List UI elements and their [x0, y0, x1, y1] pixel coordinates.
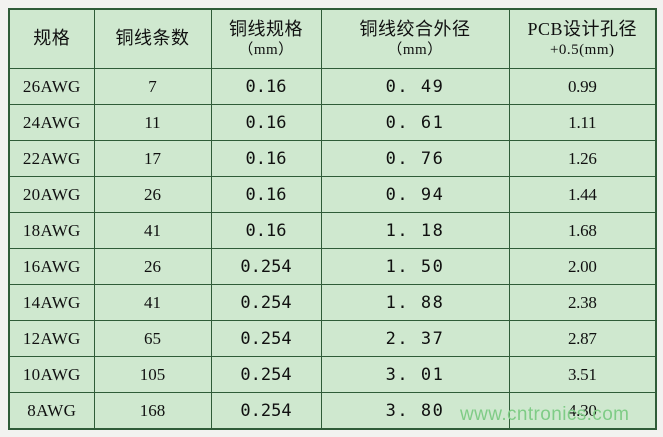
table-row: 18AWG 41 0.16 1. 18 1.68: [8, 212, 657, 249]
table-row: 8AWG 168 0.254 3. 80 4.30: [8, 392, 657, 430]
table-row: 22AWG 17 0.16 0. 76 1.26: [8, 140, 657, 177]
cell-spec: 22AWG: [8, 140, 95, 177]
cell-wire-gauge: 0.254: [210, 392, 322, 430]
column-header-hole-diameter: PCB设计孔径 +0.5(mm): [508, 8, 657, 69]
table-body: 26AWG 7 0.16 0. 49 0.99 24AWG 11 0.16 0. 61 1.11 2…: [8, 68, 657, 430]
column-header-outer-diameter-unit: （mm）: [387, 41, 443, 58]
column-header-wire-gauge-unit: （mm）: [238, 41, 294, 58]
table-row: 16AWG 26 0.254 1. 50 2.00: [8, 248, 657, 285]
cell-outer-diameter: 3. 80: [320, 392, 510, 430]
cell-strands: 26: [93, 248, 212, 285]
column-header-spec-main: 规格: [33, 28, 71, 49]
cell-strands: 17: [93, 140, 212, 177]
cell-hole-diameter: 2.87: [508, 320, 657, 357]
column-header-outer-diameter: 铜线绞合外径 （mm）: [320, 8, 510, 69]
cell-outer-diameter: 0. 61: [320, 104, 510, 141]
cell-outer-diameter: 1. 50: [320, 248, 510, 285]
cell-spec: 26AWG: [8, 68, 95, 105]
cell-spec: 12AWG: [8, 320, 95, 357]
cell-strands: 41: [93, 284, 212, 321]
cell-strands: 11: [93, 104, 212, 141]
column-header-outer-diameter-main: 铜线绞合外径: [359, 18, 471, 39]
cell-wire-gauge: 0.16: [210, 104, 322, 141]
cell-strands: 7: [93, 68, 212, 105]
cell-spec: 8AWG: [8, 392, 95, 430]
cell-wire-gauge: 0.254: [210, 284, 322, 321]
column-header-hole-diameter-main: PCB设计孔径: [527, 18, 638, 39]
table-row: 24AWG 11 0.16 0. 61 1.11: [8, 104, 657, 141]
cell-wire-gauge: 0.254: [210, 320, 322, 357]
awg-specification-table-container: 规格 铜线条数 铜线规格 （mm） 铜线绞合外径 （mm） PCB设计孔径 +0…: [8, 8, 657, 431]
awg-specification-table: 规格 铜线条数 铜线规格 （mm） 铜线绞合外径 （mm） PCB设计孔径 +0…: [8, 8, 657, 430]
cell-spec: 20AWG: [8, 176, 95, 213]
cell-wire-gauge: 0.254: [210, 248, 322, 285]
column-header-wire-gauge-main: 铜线规格: [229, 18, 303, 39]
cell-hole-diameter: 4.30: [508, 392, 657, 430]
cell-hole-diameter: 2.38: [508, 284, 657, 321]
cell-hole-diameter: 3.51: [508, 356, 657, 393]
column-header-strands-main: 铜线条数: [115, 28, 190, 49]
table-header-row: 规格 铜线条数 铜线规格 （mm） 铜线绞合外径 （mm） PCB设计孔径 +0…: [8, 8, 657, 69]
table-row: 14AWG 41 0.254 1. 88 2.38: [8, 284, 657, 321]
cell-wire-gauge: 0.254: [210, 356, 322, 393]
column-header-strands: 铜线条数: [93, 8, 212, 69]
cell-wire-gauge: 0.16: [210, 68, 322, 105]
cell-wire-gauge: 0.16: [210, 212, 322, 249]
cell-outer-diameter: 2. 37: [320, 320, 510, 357]
cell-outer-diameter: 0. 49: [320, 68, 510, 105]
cell-outer-diameter: 0. 76: [320, 140, 510, 177]
cell-strands: 41: [93, 212, 212, 249]
cell-outer-diameter: 0. 94: [320, 176, 510, 213]
cell-hole-diameter: 1.26: [508, 140, 657, 177]
table-row: 20AWG 26 0.16 0. 94 1.44: [8, 176, 657, 213]
cell-wire-gauge: 0.16: [210, 176, 322, 213]
table-row: 10AWG 105 0.254 3. 01 3.51: [8, 356, 657, 393]
cell-hole-diameter: 1.68: [508, 212, 657, 249]
table-header: 规格 铜线条数 铜线规格 （mm） 铜线绞合外径 （mm） PCB设计孔径 +0…: [8, 8, 657, 69]
cell-outer-diameter: 1. 18: [320, 212, 510, 249]
table-row: 26AWG 7 0.16 0. 49 0.99: [8, 68, 657, 105]
cell-spec: 10AWG: [8, 356, 95, 393]
cell-strands: 26: [93, 176, 212, 213]
cell-spec: 14AWG: [8, 284, 95, 321]
cell-strands: 168: [93, 392, 212, 430]
cell-spec: 18AWG: [8, 212, 95, 249]
table-row: 12AWG 65 0.254 2. 37 2.87: [8, 320, 657, 357]
cell-strands: 65: [93, 320, 212, 357]
column-header-spec: 规格: [8, 8, 95, 69]
cell-spec: 24AWG: [8, 104, 95, 141]
cell-spec: 16AWG: [8, 248, 95, 285]
cell-hole-diameter: 2.00: [508, 248, 657, 285]
cell-strands: 105: [93, 356, 212, 393]
cell-hole-diameter: 1.11: [508, 104, 657, 141]
cell-hole-diameter: 1.44: [508, 176, 657, 213]
column-header-hole-diameter-unit: +0.5(mm): [549, 41, 615, 58]
column-header-wire-gauge: 铜线规格 （mm）: [210, 8, 322, 69]
cell-outer-diameter: 3. 01: [320, 356, 510, 393]
cell-outer-diameter: 1. 88: [320, 284, 510, 321]
cell-hole-diameter: 0.99: [508, 68, 657, 105]
cell-wire-gauge: 0.16: [210, 140, 322, 177]
